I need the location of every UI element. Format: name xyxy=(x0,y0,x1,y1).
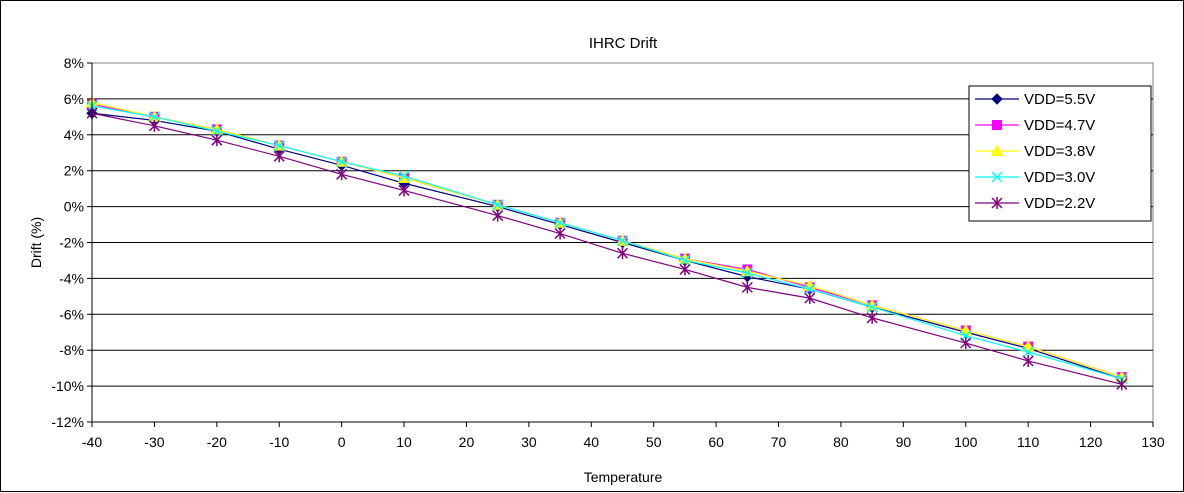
x-tick-label: 70 xyxy=(771,434,787,450)
legend-item: VDD=5.5V xyxy=(975,91,1095,108)
legend-item: VDD=3.8V xyxy=(975,143,1095,160)
data-point xyxy=(148,111,160,123)
legend-marker xyxy=(990,144,1004,156)
data-point xyxy=(273,150,285,163)
x-tick-label: -20 xyxy=(207,434,227,450)
x-tick-label: 50 xyxy=(646,434,662,450)
data-point xyxy=(398,184,410,197)
legend-marker xyxy=(991,197,1003,209)
y-tick-label: 8% xyxy=(64,55,84,71)
data-point xyxy=(492,199,504,211)
data-point xyxy=(554,217,566,229)
data-point xyxy=(1116,378,1128,391)
legend: VDD=5.5V VDD=4.7V VDD=3.8V VDD=3.0V VDD=2.2V xyxy=(968,85,1152,222)
data-point xyxy=(492,209,504,222)
legend-item: VDD=2.2V xyxy=(975,195,1095,212)
y-tick-label: -12% xyxy=(51,414,84,430)
series-VDD=2.2V xyxy=(86,107,1128,391)
series-line xyxy=(91,112,1122,385)
y-tick-label: 4% xyxy=(64,127,84,143)
axes: 8% 6% 4% 2% 0% -2% -4% -6% -8% -10% -12% -40 -30 -20 -… xyxy=(51,55,1165,450)
y-tick-label: -8% xyxy=(59,342,84,358)
data-point xyxy=(616,235,629,247)
series-line xyxy=(91,105,1122,380)
x-tick-label: 40 xyxy=(584,434,600,450)
data-point xyxy=(741,281,753,294)
y-tick-label: -10% xyxy=(51,378,84,394)
x-tick-label: 10 xyxy=(396,434,412,450)
x-tick-label: 110 xyxy=(1017,434,1040,450)
chart-title: IHRC Drift xyxy=(589,35,658,52)
data-point xyxy=(398,170,410,182)
data-point xyxy=(148,119,160,132)
legend-label: VDD=3.8V xyxy=(1024,143,1095,160)
x-tick-label: -40 xyxy=(82,434,102,450)
data-point xyxy=(804,292,816,305)
legend-item: VDD=3.0V xyxy=(975,169,1095,186)
x-tick-label: 0 xyxy=(338,434,346,450)
legend-marker xyxy=(991,171,1003,183)
legend-marker xyxy=(991,93,1003,105)
data-point xyxy=(616,247,629,260)
data-point xyxy=(336,156,348,168)
legend-item: VDD=4.7V xyxy=(975,117,1095,134)
x-axis-title: Temperature xyxy=(584,469,663,485)
legend-label: VDD=3.0V xyxy=(1024,169,1095,186)
data-point xyxy=(211,125,223,137)
x-tick-label: 60 xyxy=(708,434,724,450)
series-layer xyxy=(85,95,1129,391)
legend-label: VDD=5.5V xyxy=(1024,91,1095,108)
series-line xyxy=(91,112,1122,380)
legend-label: VDD=2.2V xyxy=(1024,195,1095,212)
data-point xyxy=(866,301,878,313)
data-point xyxy=(336,168,348,181)
x-tick-label: -10 xyxy=(269,434,289,450)
x-tick-label: 130 xyxy=(1141,434,1165,450)
legend-label: VDD=4.7V xyxy=(1024,117,1095,134)
y-tick-label: -6% xyxy=(59,306,84,322)
data-point xyxy=(679,263,691,276)
y-axis-title: Drift (%) xyxy=(28,217,44,268)
y-tick-label: 0% xyxy=(64,199,84,215)
data-point xyxy=(804,283,816,295)
legend-marker xyxy=(992,120,1002,130)
x-tick-label: 30 xyxy=(521,434,537,450)
data-point xyxy=(1022,346,1034,358)
x-tick-label: 80 xyxy=(833,434,849,450)
x-tick-label: 20 xyxy=(459,434,475,450)
y-tick-label: 6% xyxy=(64,91,84,107)
x-tick-label: 120 xyxy=(1079,434,1103,450)
x-tick-label: 90 xyxy=(896,434,912,450)
y-tick-label: -4% xyxy=(59,270,84,286)
data-point xyxy=(866,311,878,324)
x-tick-label: -30 xyxy=(144,434,164,450)
y-tick-label: -2% xyxy=(59,235,84,251)
data-point xyxy=(960,337,972,350)
data-point xyxy=(554,227,566,240)
data-point xyxy=(741,267,753,279)
data-point xyxy=(1022,354,1034,367)
data-point xyxy=(679,254,691,266)
data-point xyxy=(211,134,223,147)
x-tick-label: 100 xyxy=(954,434,978,450)
y-tick-label: 2% xyxy=(64,163,84,179)
data-point xyxy=(273,140,285,152)
